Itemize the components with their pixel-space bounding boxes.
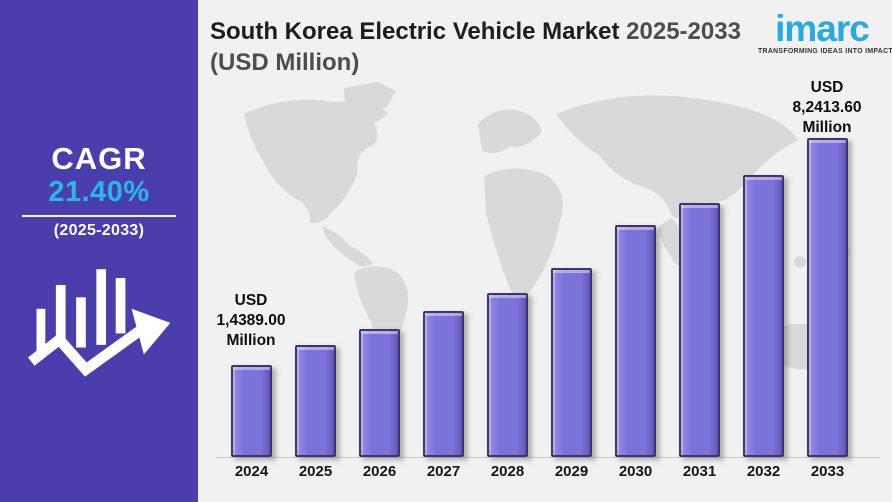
bar-2031 <box>679 203 720 457</box>
cagr-period: (2025-2033) <box>53 222 145 239</box>
value-label-2024: USD 1,4389.00 Million <box>216 292 286 349</box>
page-title: South Korea Electric Vehicle Market 2025… <box>210 16 762 78</box>
bar-2026 <box>359 329 400 457</box>
bar-2027 <box>423 311 464 457</box>
page-title-range: 2025-2033 (USD Million) <box>210 18 741 76</box>
value-label-2033: USD 8,2413.60 Million <box>792 79 862 136</box>
cagr-value: 21.40% <box>48 176 150 208</box>
year-labels: 2024 2025 2026 2027 2028 2029 2030 2031 2032 2033 <box>231 463 848 480</box>
bar-2032 <box>743 175 784 457</box>
cagr-divider <box>22 215 176 217</box>
cagr-label: CAGR <box>51 141 147 176</box>
bar-2030 <box>615 225 656 457</box>
bar-2028 <box>487 293 528 457</box>
world-map <box>244 82 851 370</box>
year-label-2029: 2029 <box>554 463 589 480</box>
growth-chart-arrow-icon <box>0 256 198 393</box>
year-label-2033: 2033 <box>810 463 845 480</box>
year-label-2025: 2025 <box>298 463 333 480</box>
page-title-main: South Korea Electric Vehicle Market <box>210 18 627 45</box>
year-label-2028: 2028 <box>490 463 525 480</box>
year-label-2032: 2032 <box>746 463 781 480</box>
x-axis-line <box>216 457 880 458</box>
bar-2029 <box>551 268 592 457</box>
imarc-wordmark: imarc <box>775 8 870 49</box>
imarc-tagline: TRANSFORMING IDEAS INTO IMPACT <box>758 48 892 55</box>
bar-2024 <box>231 365 272 457</box>
bars <box>231 0 848 457</box>
imarc-logo: imarc TRANSFORMING IDEAS INTO IMPACT <box>758 8 892 56</box>
bar-2033 <box>807 138 848 457</box>
year-label-2031: 2031 <box>682 463 717 480</box>
cagr-panel: CAGR 21.40% (2025-2033) <box>0 0 198 502</box>
year-label-2026: 2026 <box>362 463 397 480</box>
year-label-2030: 2030 <box>618 463 653 480</box>
chart-area: South Korea Electric Vehicle Market 2025… <box>198 0 892 502</box>
year-label-2027: 2027 <box>426 463 461 480</box>
year-label-2024: 2024 <box>234 463 269 480</box>
bar-2025 <box>295 345 336 457</box>
